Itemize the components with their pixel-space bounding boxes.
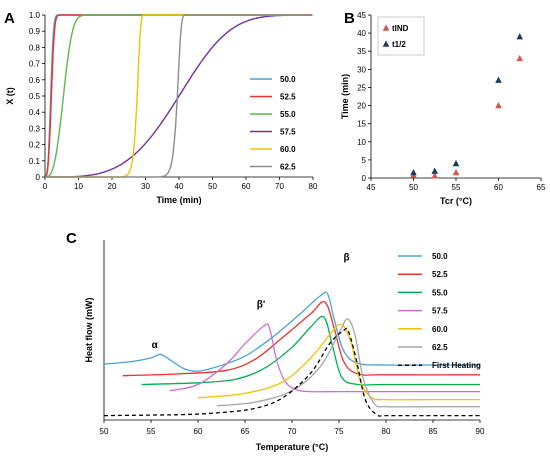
y-tick-label: 25	[357, 83, 366, 92]
peak-annotation: α	[152, 340, 159, 351]
x-tick-label: 10	[74, 182, 83, 191]
y-tick-label: 0.3	[29, 124, 41, 133]
x-tick-label: 65	[537, 183, 546, 192]
legend-label: 55.0	[280, 110, 296, 119]
y-tick-label: 0.6	[29, 76, 41, 85]
data-point-tIND	[452, 168, 460, 176]
y-tick-label: 1.0	[29, 11, 41, 20]
panel-letter-a: A	[4, 10, 15, 27]
x-tick-label: 40	[175, 182, 184, 191]
legend-label: 62.5	[432, 343, 448, 352]
legend-label: 50.0	[280, 75, 296, 84]
legend-label: 57.5	[280, 128, 296, 137]
data-point-t1/2	[410, 168, 417, 176]
x-tick-label: 80	[382, 427, 391, 436]
panel-a: 0 10 20 30 40 50 60 70 80 0 0.1 0.2 0.3 0.4 0.5 0.6 0.7 0…	[5, 11, 318, 205]
x-axis-label: Tcr (°C)	[440, 196, 472, 206]
y-tick-label: 0.7	[29, 60, 41, 69]
series-curve-first-heating	[103, 327, 480, 417]
data-point-tIND	[431, 172, 439, 179]
legend-label: 52.5	[280, 93, 296, 102]
peak-annotation: β'	[257, 299, 265, 310]
legend-label: 60.0	[432, 325, 448, 334]
panel-letter-c: C	[66, 230, 77, 247]
peak-annotation: β	[343, 252, 349, 263]
legend-label: 57.5	[432, 307, 448, 316]
data-point-tIND	[495, 101, 502, 109]
y-tick-label: 0.4	[29, 108, 41, 117]
x-tick-label: 60	[242, 182, 251, 191]
series-line-57.5	[45, 14, 313, 178]
y-tick-label: 0.1	[29, 157, 41, 166]
y-tick-label: 0	[362, 174, 367, 183]
x-tick-label: 65	[241, 427, 250, 436]
x-tick-label: 90	[476, 427, 485, 436]
data-point-t1/2	[452, 159, 460, 167]
panel-b: 45 50 55 60 65 0 5 10 15 20 25 30 35 40 45 Tcr (°C) Time…	[340, 11, 546, 206]
x-tick-label: 75	[335, 427, 344, 436]
x-tick-label: 55	[147, 427, 156, 436]
y-tick-label: 45	[357, 11, 366, 20]
y-tick-label: 35	[357, 47, 366, 56]
legend-label: t1/2	[392, 40, 406, 49]
y-tick-label: 10	[357, 138, 366, 147]
y-tick-label: 0.9	[29, 27, 41, 36]
x-tick-label: 85	[429, 427, 438, 436]
x-tick-label: 50	[409, 183, 418, 192]
legend-label: 60.0	[280, 145, 296, 154]
y-axis-label: X (t)	[5, 87, 15, 105]
x-tick-label: 70	[288, 427, 297, 436]
series-curve-52.5	[122, 301, 481, 377]
x-tick-label: 80	[309, 182, 318, 191]
data-point-t1/2	[516, 33, 524, 40]
x-tick-label: 70	[275, 182, 284, 191]
y-tick-label: 20	[357, 102, 366, 111]
x-axis-label: Time (min)	[156, 195, 201, 205]
series-line-62.5	[45, 14, 313, 178]
legend-label: 62.5	[280, 163, 296, 172]
x-tick-label: 0	[43, 182, 48, 191]
data-point-t1/2	[431, 167, 439, 174]
y-tick-label: 0.8	[29, 43, 41, 52]
legend-marker	[382, 24, 390, 31]
y-tick-label: 40	[357, 29, 366, 38]
x-tick-label: 60	[494, 183, 503, 192]
y-axis-label: Heat flow (mW)	[84, 298, 94, 363]
series-curve-62.5	[216, 318, 480, 408]
x-tick-label: 45	[367, 183, 376, 192]
legend-box	[377, 16, 425, 56]
series-curve-50.0	[103, 291, 480, 372]
series-curve-57.5	[169, 323, 480, 393]
x-tick-label: 60	[194, 427, 203, 436]
y-tick-label: 15	[357, 120, 366, 129]
data-point-tIND	[516, 54, 524, 62]
legend-marker	[382, 40, 390, 47]
y-tick-label: 30	[357, 65, 366, 74]
panel-c: 50 55 60 65 70 75 80 85 90 Temperature (°C) Heat f…	[84, 240, 485, 452]
x-tick-label: 30	[141, 182, 150, 191]
data-point-t1/2	[495, 76, 502, 83]
legend-label: tIND	[392, 24, 409, 33]
x-tick-label: 50	[100, 427, 109, 436]
y-tick-label: 0	[36, 173, 41, 182]
legend-label: 50.0	[432, 252, 448, 261]
legend-label: 52.5	[432, 270, 448, 279]
x-tick-label: 50	[208, 182, 217, 191]
panel-letter-b: B	[344, 10, 355, 27]
y-tick-label: 0.5	[29, 92, 41, 101]
x-tick-label: 55	[452, 183, 461, 192]
series-curve-55.0	[141, 315, 480, 386]
legend-label: First Heating	[432, 361, 481, 370]
y-tick-label: 5	[362, 156, 367, 165]
x-tick-label: 20	[108, 182, 117, 191]
legend-label: 55.0	[432, 288, 448, 297]
y-axis-label: Time (min)	[340, 74, 350, 119]
y-tick-label: 0.2	[29, 141, 41, 150]
x-axis-label: Temperature (°C)	[256, 442, 328, 452]
